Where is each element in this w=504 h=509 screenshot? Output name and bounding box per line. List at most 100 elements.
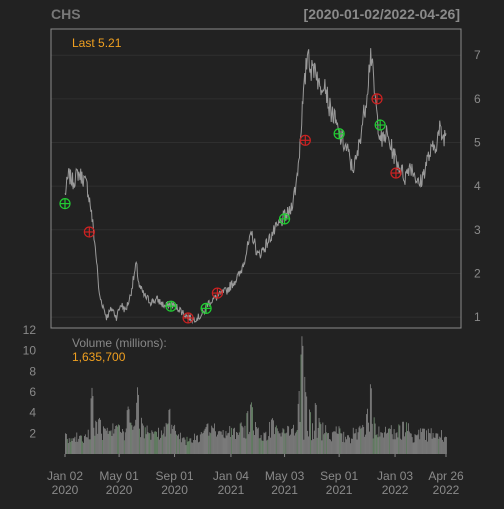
sell-signal-marker: [182, 312, 194, 324]
volume-bar: [219, 431, 221, 454]
volume-bar: [326, 432, 328, 454]
sell-signal-marker: [211, 287, 223, 299]
volume-bar: [307, 430, 309, 454]
volume-bar: [158, 427, 159, 454]
volume-bar: [179, 439, 180, 454]
volume-bar: [433, 437, 435, 454]
volume-bar: [386, 433, 387, 454]
volume-bar: [147, 432, 149, 454]
volume-bar: [257, 427, 259, 454]
x-tick-label: Jan 04: [213, 469, 249, 483]
buy-signal-marker: [165, 300, 177, 312]
volume-bar: [122, 431, 124, 454]
volume-bar: [398, 424, 400, 454]
volume-bar: [400, 438, 402, 454]
volume-bar: [171, 424, 173, 454]
volume-bar: [291, 429, 292, 454]
volume-bar: [120, 431, 121, 454]
sell-signal-marker: [299, 134, 311, 146]
volume-bar: [304, 376, 306, 454]
volume-bar: [84, 434, 86, 454]
volume-bar: [73, 438, 75, 454]
volume-bar: [166, 424, 168, 454]
volume-bar: [177, 435, 178, 454]
volume-bar: [141, 417, 142, 454]
x-tick-label: Sep 01: [320, 469, 358, 483]
volume-bar: [150, 439, 152, 454]
volume-bar: [76, 432, 78, 454]
volume-bar: [159, 439, 160, 454]
volume-bar: [316, 437, 318, 454]
volume-bar: [200, 432, 202, 454]
volume-bar: [188, 441, 190, 454]
volume-bar: [236, 431, 237, 454]
volume-bar: [351, 438, 353, 454]
volume-bar: [277, 431, 279, 454]
volume-bar: [282, 428, 284, 454]
volume-bar: [228, 432, 230, 454]
volume-bar: [245, 438, 247, 454]
volume-bar: [208, 435, 210, 454]
volume-bar: [69, 442, 71, 454]
volume-bar: [176, 434, 177, 454]
volume-bar: [274, 434, 275, 454]
x-tick-year: 2020: [161, 483, 188, 497]
volume-bar: [233, 428, 234, 454]
volume-bar: [350, 438, 352, 454]
volume-bar: [342, 441, 344, 454]
volume-bar: [349, 437, 350, 454]
volume-bar: [151, 430, 153, 454]
volume-bar: [363, 427, 365, 454]
volume-bar: [79, 435, 81, 454]
volume-bar: [407, 423, 409, 454]
volume-bar: [220, 431, 222, 454]
volume-bar: [411, 437, 413, 454]
volume-bar: [445, 436, 446, 454]
volume-bar: [97, 433, 99, 454]
volume-bar: [309, 409, 310, 454]
volume-bar: [193, 440, 195, 454]
volume-bar: [230, 437, 232, 454]
volume-bar: [431, 438, 433, 454]
volume-bar: [322, 422, 324, 454]
volume-bar: [331, 441, 332, 454]
volume-bar: [413, 442, 415, 454]
volume-bar: [415, 435, 417, 454]
volume-bar: [101, 433, 102, 454]
volume-bar: [209, 432, 211, 454]
volume-bar: [152, 431, 154, 454]
volume-bar: [197, 435, 198, 454]
volume-bar: [345, 436, 347, 454]
volume-bar: [237, 434, 239, 454]
volume-bar: [299, 422, 301, 454]
volume-bar: [117, 426, 119, 454]
price-panel-frame: [50, 28, 462, 329]
price-line: [64, 48, 447, 325]
volume-bar: [388, 428, 389, 454]
volume-bar: [107, 433, 109, 454]
volume-bar: [444, 437, 445, 454]
volume-bar: [229, 426, 231, 454]
volume-bar: [170, 433, 172, 454]
volume-bar: [198, 442, 199, 454]
volume-bar: [366, 414, 367, 454]
volume-bar: [377, 437, 379, 454]
volume-bar: [306, 396, 308, 454]
volume-bar: [139, 428, 140, 454]
volume-bar: [399, 425, 401, 454]
volume-bar: [361, 427, 363, 454]
volume-bar: [215, 431, 216, 454]
volume-bar: [104, 428, 106, 454]
x-tick-year: 2021: [326, 483, 353, 497]
volume-bar: [330, 439, 331, 454]
volume-tick-label: 6: [29, 385, 36, 399]
volume-bar: [112, 423, 114, 454]
volume-bar: [99, 417, 100, 454]
volume-bar: [421, 432, 423, 454]
volume-bar: [391, 434, 393, 454]
volume-bar: [111, 435, 113, 454]
volume-bar: [178, 434, 179, 454]
volume-bar: [102, 439, 103, 454]
volume-bar: [175, 430, 176, 454]
volume-bar: [93, 427, 95, 454]
